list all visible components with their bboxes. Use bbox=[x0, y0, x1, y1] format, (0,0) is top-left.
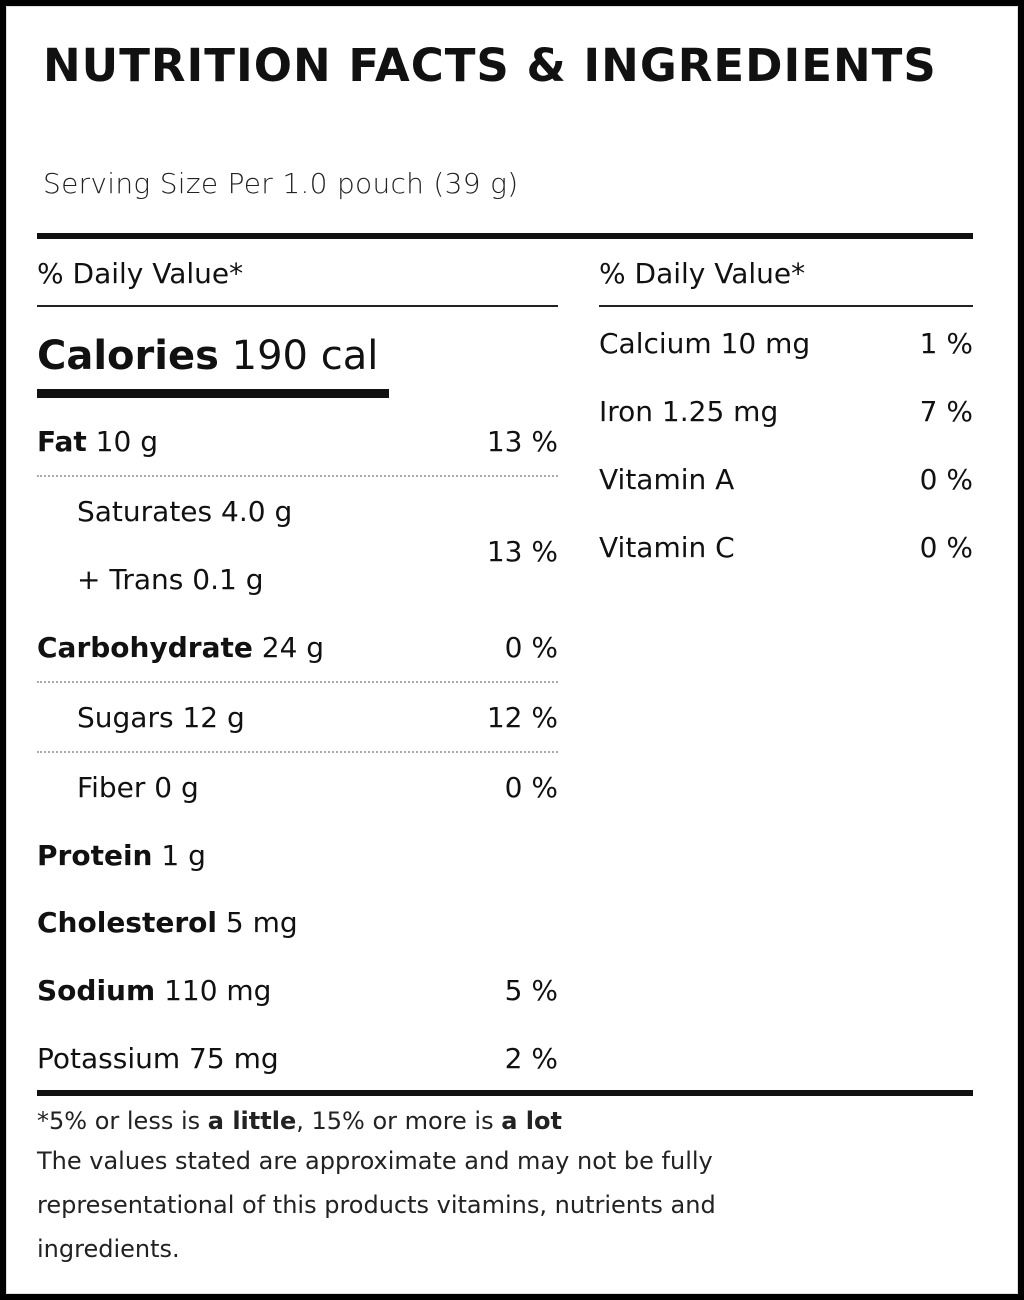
nutrient-row-sugars: Sugars 12 g bbox=[77, 701, 245, 734]
nutrient-amount: 24 g bbox=[261, 631, 325, 664]
nutrient-row-sodium: Sodium 110 mg bbox=[37, 974, 271, 1007]
nutrient-amount: 12 g bbox=[182, 701, 245, 734]
divider-thick-top bbox=[37, 233, 973, 239]
nutrient-amount: 0 g bbox=[154, 771, 199, 804]
disclaimer-text: The values stated are approximate and ma… bbox=[37, 1147, 716, 1263]
note-text: *5% or less is bbox=[37, 1107, 208, 1135]
calories-value: 190 cal bbox=[231, 333, 379, 379]
nutrient-pct-carbohydrate: 0 % bbox=[504, 631, 558, 664]
nutrient-row-carbohydrate: Carbohydrate 24 g bbox=[37, 631, 324, 664]
mineral-row-calcium: Calcium 10 mg bbox=[599, 327, 811, 360]
nutrient-pct-sodium: 5 % bbox=[504, 974, 558, 1007]
vitamin-pct-c: 0 % bbox=[919, 531, 973, 564]
vitamin-row-c: Vitamin C bbox=[599, 531, 735, 564]
mineral-pct-calcium: 1 % bbox=[919, 327, 973, 360]
nutrient-pct-saturates-trans: 13 % bbox=[486, 535, 558, 568]
nutrient-label: Sugars bbox=[77, 701, 174, 734]
dotted-divider bbox=[37, 681, 558, 683]
serving-size: Serving Size Per 1.0 pouch (39 g) bbox=[43, 167, 519, 200]
nutrient-label: Potassium bbox=[37, 1042, 181, 1075]
nutrient-label: Saturates bbox=[77, 495, 213, 528]
nutrient-row-fat: Fat 10 g bbox=[37, 425, 158, 458]
nutrient-label: Fat bbox=[37, 425, 87, 458]
nutrient-pct-fat: 13 % bbox=[486, 425, 558, 458]
nutrient-pct-potassium: 2 % bbox=[504, 1042, 558, 1075]
nutrient-label: Sodium bbox=[37, 974, 156, 1007]
nutrient-amount: 10 g bbox=[95, 425, 158, 458]
nutrient-amount: 110 mg bbox=[164, 974, 272, 1007]
mineral-row-iron: Iron 1.25 mg bbox=[599, 395, 779, 428]
left-header-rule bbox=[37, 305, 558, 307]
nutrient-row-cholesterol: Cholesterol 5 mg bbox=[37, 906, 298, 939]
nutrient-pct-fiber: 0 % bbox=[504, 771, 558, 804]
dotted-divider bbox=[37, 751, 558, 753]
nutrient-amount: 4.0 g bbox=[221, 495, 293, 528]
divider-thick-bottom bbox=[37, 1090, 973, 1096]
nutrient-row-potassium: Potassium 75 mg bbox=[37, 1042, 279, 1075]
vitamin-row-a: Vitamin A bbox=[599, 463, 735, 496]
vitamin-pct-a: 0 % bbox=[919, 463, 973, 496]
nutrient-label: Protein bbox=[37, 839, 153, 872]
nutrient-amount: 75 mg bbox=[189, 1042, 279, 1075]
nutrient-row-fiber: Fiber 0 g bbox=[77, 771, 199, 804]
note-text: , 15% or more is bbox=[296, 1107, 502, 1135]
calories-label: Calories bbox=[37, 333, 219, 379]
nutrient-row-saturates: Saturates 4.0 g bbox=[77, 495, 292, 528]
left-daily-value-header: % Daily Value* bbox=[37, 257, 244, 290]
calories-rule bbox=[37, 389, 389, 398]
nutrient-pct-sugars: 12 % bbox=[486, 701, 558, 734]
dotted-divider bbox=[37, 475, 558, 477]
mineral-pct-iron: 7 % bbox=[919, 395, 973, 428]
note-bold-little: a little bbox=[207, 1107, 297, 1135]
right-header-rule bbox=[599, 305, 973, 307]
nutrient-amount: 5 mg bbox=[225, 906, 298, 939]
nutrient-label: + Trans bbox=[77, 563, 184, 596]
daily-value-note: *5% or less is a little, 15% or more is … bbox=[37, 1107, 562, 1135]
nutrient-label: Carbohydrate bbox=[37, 631, 253, 664]
right-daily-value-header: % Daily Value* bbox=[599, 257, 806, 290]
nutrient-label: Cholesterol bbox=[37, 906, 217, 939]
calories-row: Calories 190 cal bbox=[37, 333, 378, 379]
nutrient-amount: 0.1 g bbox=[192, 563, 264, 596]
nutrient-amount: 1 g bbox=[161, 839, 206, 872]
nutrient-row-trans: + Trans 0.1 g bbox=[77, 563, 263, 596]
nutrition-facts-panel: NUTRITION FACTS & INGREDIENTS Serving Si… bbox=[6, 6, 1018, 1294]
nutrient-row-protein: Protein 1 g bbox=[37, 839, 206, 872]
page-title: NUTRITION FACTS & INGREDIENTS bbox=[43, 39, 937, 92]
nutrient-label: Fiber bbox=[77, 771, 146, 804]
note-bold-lot: a lot bbox=[501, 1107, 562, 1135]
